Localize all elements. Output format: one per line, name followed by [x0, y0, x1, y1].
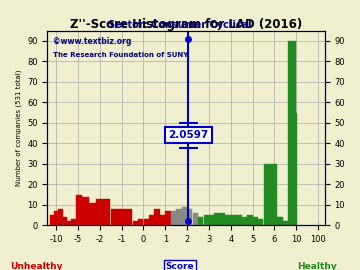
Text: Healthy: Healthy [297, 262, 337, 270]
Text: Unhealthy: Unhealthy [10, 262, 62, 270]
Bar [215, 213, 220, 225]
Bar [283, 221, 288, 225]
Bar [76, 195, 81, 225]
Bar [193, 213, 198, 225]
Bar [138, 219, 143, 225]
Bar [111, 209, 132, 225]
Bar [288, 41, 296, 225]
Bar [253, 217, 258, 225]
Bar [50, 215, 54, 225]
Text: ©www.textbiz.org: ©www.textbiz.org [53, 36, 131, 46]
Bar [209, 215, 214, 225]
Bar [187, 209, 193, 225]
Bar [72, 219, 76, 225]
Bar [160, 215, 165, 225]
Text: The Research Foundation of SUNY: The Research Foundation of SUNY [53, 52, 188, 58]
Bar [144, 219, 149, 225]
Bar [203, 215, 209, 225]
Bar [264, 164, 277, 225]
Title: Z''-Score Histogram for LAD (2016): Z''-Score Histogram for LAD (2016) [70, 18, 302, 31]
Bar [63, 217, 67, 225]
Bar [82, 197, 89, 225]
Bar [231, 215, 236, 225]
Bar [236, 215, 242, 225]
Bar [132, 221, 138, 225]
Bar [154, 209, 160, 225]
Bar [220, 213, 225, 225]
Bar [89, 203, 96, 225]
Bar [96, 199, 111, 225]
Bar [258, 219, 264, 225]
Bar [58, 209, 63, 225]
Bar [225, 215, 231, 225]
Bar [277, 217, 283, 225]
Text: 2.0597: 2.0597 [168, 130, 208, 140]
Bar [176, 209, 181, 225]
Bar [149, 215, 154, 225]
Bar [198, 217, 203, 225]
Bar [247, 215, 252, 225]
Y-axis label: Number of companies (531 total): Number of companies (531 total) [15, 70, 22, 186]
Bar [54, 211, 58, 225]
Text: Sector: Consumer Cyclical: Sector: Consumer Cyclical [108, 20, 252, 30]
Bar [171, 211, 176, 225]
Bar [242, 217, 247, 225]
Bar [67, 221, 71, 225]
Bar [165, 211, 171, 225]
Bar [182, 207, 187, 225]
Text: Score: Score [166, 262, 194, 270]
